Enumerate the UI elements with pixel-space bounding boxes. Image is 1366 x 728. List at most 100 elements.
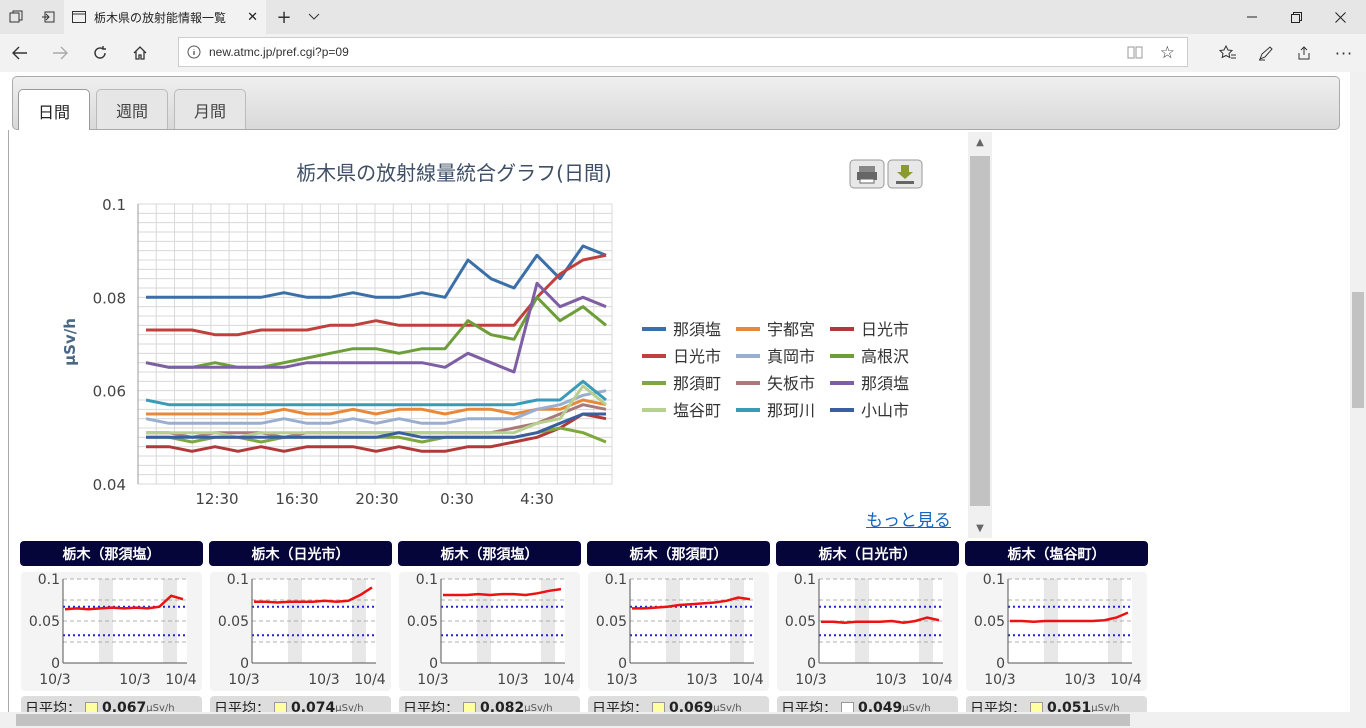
legend-label: 宇都宮 bbox=[767, 320, 815, 339]
station-mini-chart[interactable]: 0.1 0.05 0 10/3 10/3 10/4 bbox=[588, 572, 769, 691]
mini-y-tick: 0 bbox=[996, 656, 1005, 672]
x-tick-label: 20:30 bbox=[355, 490, 398, 508]
legend-item[interactable]: 宇都宮 bbox=[736, 320, 815, 339]
y-tick-label: 0.04 bbox=[93, 476, 126, 494]
level-swatch bbox=[85, 701, 98, 712]
page-hscroll-thumb[interactable] bbox=[16, 714, 1130, 726]
daily-average: 日平均： 0.074 μSv/h bbox=[210, 696, 391, 712]
tab-weekly[interactable]: 週間 bbox=[96, 89, 168, 129]
daily-average: 日平均： 0.082 μSv/h bbox=[399, 696, 580, 712]
minimize-icon[interactable] bbox=[1230, 0, 1274, 34]
chevron-down-icon[interactable] bbox=[298, 0, 330, 34]
tab-monthly[interactable]: 月間 bbox=[174, 89, 246, 129]
station-mini-chart[interactable]: 0.1 0.05 0 10/3 10/3 10/4 bbox=[210, 572, 391, 691]
series-line bbox=[145, 281, 607, 374]
legend-item[interactable]: 小山市 bbox=[830, 401, 909, 420]
legend-label: 日光市 bbox=[673, 347, 721, 366]
scroll-down-icon[interactable]: ▼ bbox=[976, 522, 984, 534]
legend-label: 那珂川 bbox=[767, 401, 815, 420]
back-icon[interactable] bbox=[4, 36, 36, 70]
mini-y-tick: 0.05 bbox=[218, 614, 249, 630]
mini-y-tick: 0.1 bbox=[416, 572, 438, 588]
daily-average-value: 0.067 bbox=[102, 700, 147, 712]
legend-item[interactable]: 那珂川 bbox=[736, 401, 815, 420]
legend-item[interactable]: 塩谷町 bbox=[642, 401, 721, 420]
legend-label: 矢板市 bbox=[767, 374, 815, 393]
station-title[interactable]: 栃木（塩谷町） bbox=[965, 541, 1148, 566]
daily-average-unit: μSv/h bbox=[1091, 702, 1120, 713]
browser-tab-bar: 栃木県の放射能情報一覧 ✕ + bbox=[0, 0, 1366, 34]
y-tick-label: 0.08 bbox=[93, 289, 126, 307]
legend-item[interactable]: 高根沢 bbox=[830, 347, 909, 366]
y-tick-label: 0.06 bbox=[93, 383, 126, 401]
print-icon[interactable] bbox=[849, 159, 885, 189]
pen-icon[interactable] bbox=[1250, 36, 1282, 70]
page-vertical-scrollbar[interactable] bbox=[1350, 72, 1366, 712]
mini-x-tick: 10/4 bbox=[921, 672, 953, 688]
x-tick-label: 12:30 bbox=[195, 490, 238, 508]
daily-average-value: 0.049 bbox=[858, 700, 903, 712]
station-mini-chart[interactable]: 0.1 0.05 0 10/3 10/3 10/4 bbox=[966, 572, 1147, 691]
combined-chart: 栃木県の放射線量統合グラフ(日間) μSv/h 0.1 0.08 0.06 0.04 … bbox=[20, 132, 970, 540]
browser-tab[interactable]: 栃木県の放射能情報一覧 ✕ bbox=[64, 0, 266, 34]
restore-icon[interactable] bbox=[1274, 0, 1318, 34]
mini-x-tick: 10/3 bbox=[875, 672, 906, 688]
reading-view-icon[interactable] bbox=[1127, 45, 1143, 63]
window-close-icon[interactable] bbox=[1318, 0, 1362, 34]
share-icon[interactable] bbox=[1288, 36, 1320, 70]
legend-item[interactable]: 那須塩 bbox=[830, 374, 909, 393]
y-tick-label: 0.1 bbox=[102, 196, 126, 214]
close-icon[interactable]: ✕ bbox=[247, 9, 258, 25]
series-line bbox=[146, 253, 607, 337]
refresh-icon[interactable] bbox=[84, 36, 116, 70]
mini-y-tick: 0.05 bbox=[596, 614, 627, 630]
legend-item[interactable]: 那須町 bbox=[642, 374, 721, 393]
chart-scrollbar[interactable]: ▲ ▼ bbox=[968, 132, 992, 538]
station-title[interactable]: 栃木（那須町） bbox=[587, 541, 770, 566]
more-link[interactable]: もっと見る bbox=[866, 511, 951, 531]
series-line bbox=[145, 389, 607, 425]
x-tick-label: 4:30 bbox=[520, 490, 554, 508]
mini-x-tick: 10/3 bbox=[417, 672, 448, 688]
address-field[interactable]: new.atmc.jp/pref.cgi?p=09 ☆ bbox=[178, 37, 1188, 67]
scroll-up-icon[interactable]: ▲ bbox=[976, 136, 984, 148]
mini-y-tick: 0.1 bbox=[983, 572, 1005, 588]
info-icon[interactable] bbox=[187, 45, 201, 59]
legend-item[interactable]: 那須塩 bbox=[642, 320, 721, 339]
station-mini-chart[interactable]: 0.1 0.05 0 10/3 10/3 10/4 bbox=[399, 572, 580, 691]
page-vscroll-thumb[interactable] bbox=[1352, 292, 1364, 408]
tab-daily[interactable]: 日間 bbox=[18, 89, 90, 132]
legend-label: 真岡市 bbox=[767, 347, 815, 366]
forward-icon[interactable] bbox=[44, 36, 76, 70]
daily-average-label: 日平均： bbox=[403, 701, 459, 712]
legend-item[interactable]: 日光市 bbox=[830, 320, 909, 339]
tab-list-icon[interactable] bbox=[0, 0, 32, 34]
favorites-hub-icon[interactable] bbox=[1212, 36, 1244, 70]
station-title[interactable]: 栃木（那須塩） bbox=[398, 541, 581, 566]
mini-x-tick: 10/3 bbox=[39, 672, 70, 688]
chart-scroll-thumb[interactable] bbox=[970, 156, 990, 506]
station-mini-chart[interactable]: 0.1 0.05 0 10/3 10/3 10/4 bbox=[21, 572, 202, 691]
page-horizontal-scrollbar[interactable] bbox=[0, 712, 1366, 728]
station-title[interactable]: 栃木（日光市） bbox=[209, 541, 392, 566]
daily-average-label: 日平均： bbox=[970, 701, 1026, 712]
daily-average-unit: μSv/h bbox=[713, 702, 742, 713]
more-icon[interactable]: ··· bbox=[1334, 43, 1354, 63]
legend-item[interactable]: 矢板市 bbox=[736, 374, 815, 393]
mini-x-tick: 10/4 bbox=[165, 672, 197, 688]
download-icon[interactable] bbox=[887, 159, 923, 189]
star-icon[interactable]: ☆ bbox=[1159, 43, 1175, 63]
set-aside-icon[interactable] bbox=[32, 0, 64, 34]
home-icon[interactable] bbox=[124, 36, 156, 70]
mini-y-tick: 0.05 bbox=[974, 614, 1005, 630]
station-title[interactable]: 栃木（日光市） bbox=[776, 541, 959, 566]
plus-icon[interactable]: + bbox=[276, 6, 292, 28]
mini-x-tick: 10/3 bbox=[795, 672, 826, 688]
legend-item[interactable]: 日光市 bbox=[642, 347, 721, 366]
station-title[interactable]: 栃木（那須塩） bbox=[20, 541, 203, 566]
daily-average: 日平均： 0.049 μSv/h bbox=[777, 696, 958, 712]
x-tick-label: 16:30 bbox=[275, 490, 318, 508]
mini-x-tick: 10/3 bbox=[308, 672, 339, 688]
legend-item[interactable]: 真岡市 bbox=[736, 347, 815, 366]
station-mini-chart[interactable]: 0.1 0.05 0 10/3 10/3 10/4 bbox=[777, 572, 958, 691]
